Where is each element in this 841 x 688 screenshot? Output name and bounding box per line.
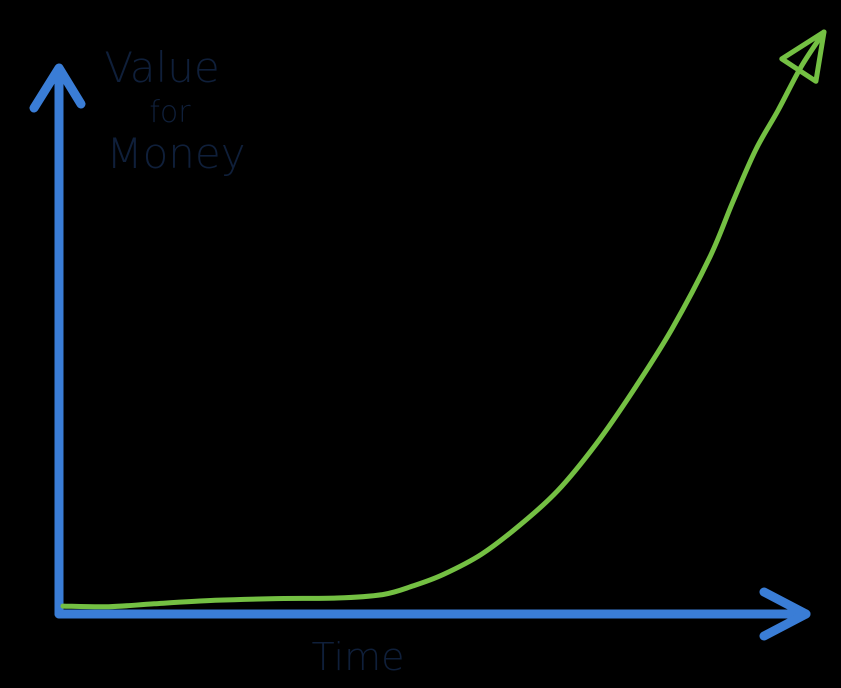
curve-arrowhead (779, 29, 827, 84)
series-group (60, 29, 827, 610)
axes (29, 63, 811, 641)
x-axis-label: Time (312, 635, 405, 679)
axis-labels: Value for Money Time (104, 43, 404, 679)
series-line-0 (60, 29, 827, 610)
series-arrowhead-0 (779, 29, 827, 84)
y-axis-label-line-1: Value (104, 43, 219, 92)
y-axis-arrowhead (29, 63, 86, 113)
y-axis-label-line-2: for (149, 95, 191, 130)
y-axis-label-line-3: Money (106, 129, 245, 178)
x-axis-arrowhead (759, 587, 811, 641)
